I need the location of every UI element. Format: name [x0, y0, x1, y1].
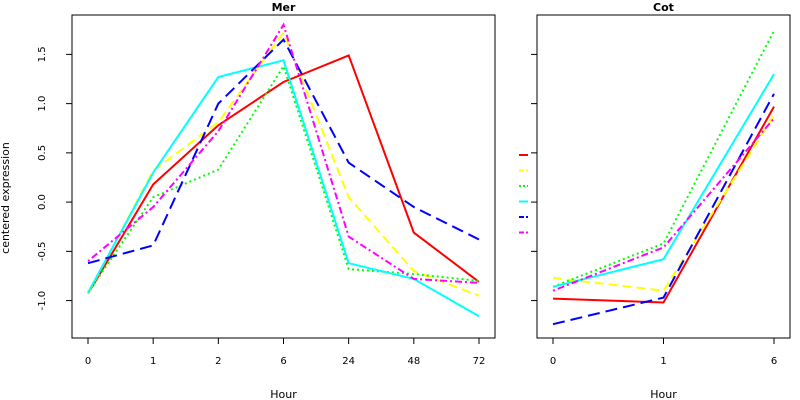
panel-title: Mer	[272, 1, 296, 14]
series-line-6	[552, 117, 775, 292]
series-line-3	[87, 63, 480, 294]
series-line-2	[87, 30, 480, 297]
series-line-6	[87, 22, 480, 284]
series-line-2	[552, 114, 775, 292]
series-line-1	[87, 54, 480, 295]
series-line-1	[552, 106, 775, 304]
y-tick-label: 0.0	[37, 194, 48, 210]
y-tick-label: -1.0	[37, 291, 48, 311]
series-line-4	[552, 73, 775, 288]
y-tick-label: 1.0	[37, 96, 48, 112]
series-line-5	[552, 93, 775, 326]
x-tick-label: 24	[342, 356, 355, 367]
y-tick-label: -0.5	[37, 242, 48, 262]
x-tick-label: 6	[771, 356, 777, 367]
x-tick-label: 0	[85, 356, 91, 367]
y-tick-label: 1.5	[37, 46, 48, 62]
x-tick-label: 1	[660, 356, 666, 367]
x-tick-label: 2	[215, 356, 221, 367]
legend	[519, 154, 528, 234]
x-tick-label: 48	[407, 356, 420, 367]
x-axis-title: Hour	[270, 388, 297, 400]
panel-title: Cot	[653, 1, 674, 14]
series-line-3	[552, 30, 775, 288]
x-tick-label: 0	[550, 356, 556, 367]
series-line-4	[87, 59, 480, 318]
series-line-5	[87, 37, 480, 265]
x-tick-label: 6	[280, 356, 286, 367]
y-tick-label: 0.5	[37, 145, 48, 161]
x-axis-title: Hour	[650, 388, 677, 400]
panel-mer: Mer 0 1 2 6 24 48 72 Hour -1.0 -0.5 0.0 0.5 1.0 1.5	[37, 1, 496, 400]
y-axis-title: centered expression	[0, 142, 12, 254]
panel-cot: Cot 0 1 6 Hour	[531, 1, 791, 400]
x-tick-label: 72	[473, 356, 486, 367]
x-tick-label: 1	[150, 356, 156, 367]
